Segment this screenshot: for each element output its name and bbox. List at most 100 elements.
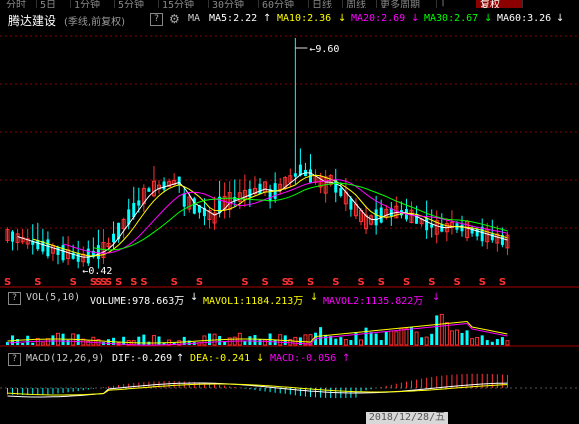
candle-body [197,205,201,213]
candle-body [222,196,227,210]
volume-bar [162,342,166,345]
volume-bar [258,339,262,345]
candle-body [202,207,206,217]
volume-bar [86,340,91,346]
volume-header: ? VOL(5,10) VOLUME:978.663万 ↓ MAVOL1:118… [0,291,579,307]
volume-bar [137,336,141,345]
candle-body [177,176,181,186]
candle-body [460,224,464,232]
candle-body [334,179,338,193]
candle-body [182,193,186,207]
volume-bar [354,332,358,345]
volume-bar [505,340,510,346]
candle-body [41,240,45,252]
period-tab[interactable]: 周线 [342,0,377,8]
volume-bar [6,341,9,345]
candle-body [167,181,172,187]
candle-body [192,198,196,214]
period-tab[interactable]: 15分钟 [158,0,209,8]
macd-value: MACD:-0.056 [270,353,337,364]
vol-help-button[interactable]: ? [8,292,21,305]
volume-bar [414,331,419,346]
sell-signal-marker: S [130,277,137,288]
ma5-line [17,172,508,258]
sell-signal-marker: S [378,277,385,288]
volume-bar [500,337,504,345]
ma20-arrow: ↓ [411,13,420,24]
volume-chart[interactable] [0,307,579,347]
sell-signal-marker: S [403,277,410,288]
macd-chart[interactable] [0,368,579,413]
sell-signal-marker: S [196,277,203,288]
dea-line [7,383,508,396]
adjust-mode[interactable]: (季线,前复权) [64,17,125,28]
dif-arrow: ↑ [176,353,185,364]
period-tab[interactable]: 分时 [2,0,37,8]
period-tab[interactable]: 1分钟 [70,0,115,8]
candle-body [132,202,136,218]
sell-signal-marker: S [70,277,77,288]
volume-arrow: ↓ [190,292,199,303]
sell-signal-marker: S [34,277,41,288]
volume-bar [343,339,348,346]
volume-value: VOLUME:978.663万 [90,296,185,307]
volume-bar [66,339,70,345]
volume-bar [394,331,399,346]
period-tab[interactable]: 30分钟 [208,0,259,8]
ma20-line [62,179,508,254]
candle-body [288,175,293,183]
candle-body [379,207,383,223]
volume-bar [31,342,35,345]
period-tab[interactable]: 更多周期 [376,0,437,8]
candle-body [409,209,414,223]
mavol1-arrow: ↓ [310,292,319,303]
ma-label: MA [188,13,201,24]
candle-body [172,179,177,186]
volume-bar [379,340,383,345]
macd-help-button[interactable]: ? [8,353,21,366]
candle-body [425,217,429,231]
period-tab[interactable]: 60分钟 [258,0,309,8]
volume-bar [384,331,388,345]
candle-body [440,224,444,232]
sell-signal-marker: S [307,277,314,288]
volume-bar [449,330,454,346]
candle-body [293,173,297,177]
volume-bar [424,336,429,346]
candle-body [61,244,65,261]
volume-bar [439,313,444,346]
sell-signal-marker: S [358,277,365,288]
ma20-value: MA20:2.69 [351,13,406,24]
volume-bar [454,329,459,346]
period-tab[interactable]: 5分钟 [114,0,159,8]
candle-body [76,253,80,262]
period-tab[interactable]: 5日 [36,0,71,8]
help-button[interactable]: ? [150,13,163,26]
candle-body [162,181,166,190]
volume-bar [253,335,257,345]
volume-bar [349,340,353,345]
dif-value: DIF:-0.269 [112,353,173,364]
candle-body [218,196,222,214]
period-tab[interactable]: | [436,0,477,8]
vol-title: VOL(5,10) [26,292,81,303]
period-tab[interactable]: 复权 [476,0,523,8]
candle-body [389,208,393,217]
candle-body [449,221,454,229]
candle-body [137,200,141,206]
volume-bar [460,332,464,345]
gear-icon[interactable]: ⚙ [169,12,180,26]
period-tab[interactable]: 日线 [308,0,343,8]
candle-body [187,196,192,210]
volume-bar [142,334,146,345]
candle-body [147,188,151,192]
ma30-line [93,182,508,251]
candle-body [207,210,212,220]
volume-bar [182,336,186,345]
sell-signal-marker: S [95,277,102,288]
volume-bar [444,322,449,346]
volume-bar [21,342,25,345]
volume-bar [187,340,191,345]
ma5-value: MA5:2.22 [209,13,258,24]
